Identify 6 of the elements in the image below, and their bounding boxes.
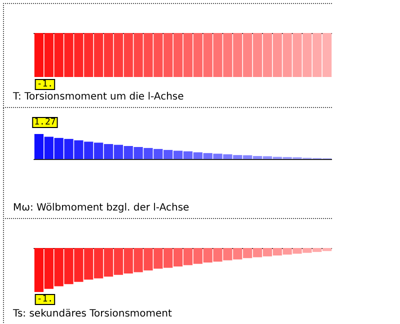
text: Mω: Wölbmoment bzgl. der l-Achse	[13, 202, 190, 214]
data-label: 1.27	[34, 118, 56, 128]
text: Ts: sekundäres Torsionsmoment	[12, 308, 172, 320]
data-label: -1.	[36, 80, 54, 90]
text: T: Torsionsmoment um die l-Achse	[12, 92, 184, 102]
data-label: -1.	[36, 294, 54, 304]
